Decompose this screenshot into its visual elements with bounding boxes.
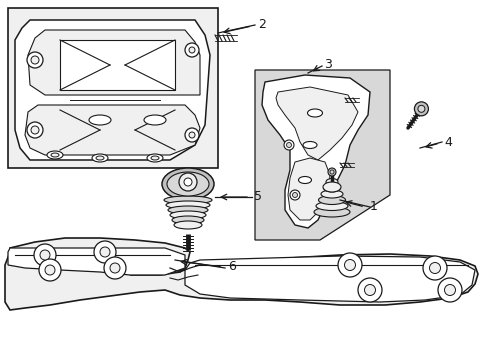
Circle shape: [31, 56, 39, 64]
Text: 3: 3: [324, 58, 331, 72]
Circle shape: [183, 178, 192, 186]
Circle shape: [444, 284, 454, 296]
Circle shape: [437, 278, 461, 302]
Circle shape: [94, 241, 116, 263]
Circle shape: [337, 253, 361, 277]
Ellipse shape: [170, 211, 205, 219]
Circle shape: [329, 170, 333, 174]
Bar: [60, 40, 175, 90]
Polygon shape: [8, 248, 184, 275]
Text: 6: 6: [227, 261, 235, 274]
Circle shape: [31, 126, 39, 134]
Polygon shape: [262, 75, 369, 228]
Circle shape: [39, 259, 61, 281]
Circle shape: [422, 256, 446, 280]
Ellipse shape: [143, 115, 165, 125]
Polygon shape: [287, 158, 329, 220]
Ellipse shape: [162, 168, 214, 200]
Circle shape: [189, 47, 195, 53]
Ellipse shape: [323, 182, 340, 192]
Ellipse shape: [298, 176, 311, 184]
Circle shape: [189, 132, 195, 138]
Polygon shape: [184, 256, 474, 302]
Ellipse shape: [315, 202, 347, 211]
Polygon shape: [25, 105, 200, 155]
Ellipse shape: [174, 221, 202, 229]
Circle shape: [100, 247, 110, 257]
Circle shape: [344, 260, 355, 270]
Circle shape: [27, 52, 43, 68]
Circle shape: [428, 262, 440, 274]
Polygon shape: [275, 87, 357, 160]
Ellipse shape: [303, 141, 316, 148]
Ellipse shape: [320, 190, 342, 198]
Ellipse shape: [172, 216, 203, 224]
Circle shape: [104, 257, 126, 279]
Circle shape: [289, 190, 299, 200]
Ellipse shape: [318, 195, 345, 204]
Circle shape: [364, 284, 375, 296]
Circle shape: [357, 278, 381, 302]
Polygon shape: [28, 30, 200, 95]
Circle shape: [40, 250, 50, 260]
Ellipse shape: [307, 109, 322, 117]
Ellipse shape: [325, 179, 337, 185]
Ellipse shape: [168, 206, 207, 214]
Text: 4: 4: [443, 135, 451, 148]
Circle shape: [34, 244, 56, 266]
Text: 2: 2: [258, 18, 265, 31]
Ellipse shape: [92, 154, 108, 162]
Ellipse shape: [163, 196, 212, 204]
Polygon shape: [254, 70, 389, 240]
Circle shape: [184, 43, 199, 57]
Ellipse shape: [167, 172, 208, 196]
Circle shape: [184, 128, 199, 142]
Text: 5: 5: [253, 190, 262, 203]
Ellipse shape: [323, 184, 340, 192]
Polygon shape: [15, 20, 209, 160]
Circle shape: [413, 102, 427, 116]
Circle shape: [284, 140, 293, 150]
Ellipse shape: [151, 156, 159, 160]
Circle shape: [110, 263, 120, 273]
Circle shape: [179, 173, 197, 191]
Ellipse shape: [147, 154, 163, 162]
Ellipse shape: [89, 115, 111, 125]
Ellipse shape: [96, 156, 104, 160]
Circle shape: [27, 122, 43, 138]
Ellipse shape: [47, 151, 63, 159]
Circle shape: [417, 105, 424, 112]
Circle shape: [327, 168, 335, 176]
Circle shape: [292, 193, 297, 198]
Polygon shape: [5, 238, 477, 310]
Ellipse shape: [51, 153, 59, 157]
Ellipse shape: [313, 207, 349, 217]
Circle shape: [286, 143, 291, 148]
Ellipse shape: [165, 201, 209, 209]
Bar: [8, 8, 218, 168]
Text: 1: 1: [369, 201, 377, 213]
Circle shape: [45, 265, 55, 275]
